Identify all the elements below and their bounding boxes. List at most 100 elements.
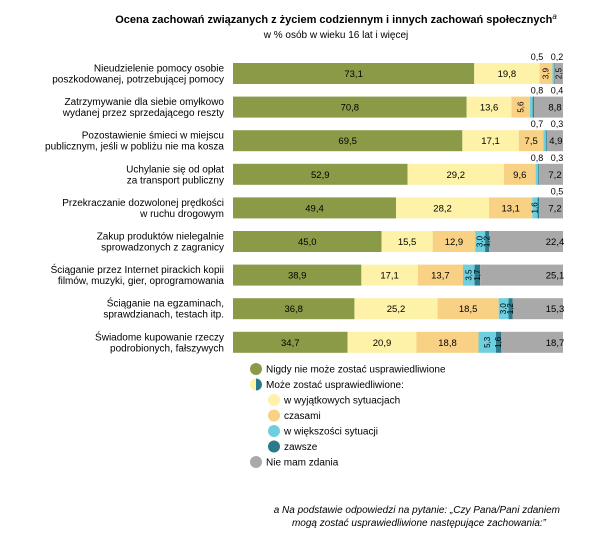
category-label: Ściąganie na egzaminach, sprawdzianach, t… — [103, 297, 224, 321]
value-label: 36,8 — [284, 304, 303, 315]
value-label: 73,1 — [344, 69, 363, 80]
bar-segment — [233, 264, 362, 286]
footnote: a Na podstawie odpowiedzi na pytanie: „C… — [274, 505, 560, 529]
bar-segment — [554, 63, 555, 84]
value-label: 3,5 — [464, 269, 473, 281]
legend-icon — [268, 409, 280, 422]
bar-segment — [466, 96, 512, 118]
value-label: 25,2 — [387, 304, 406, 315]
value-label: 22,4 — [546, 237, 565, 248]
bar-segment — [498, 298, 509, 320]
category-label-line: w ruchu drogowym — [139, 209, 224, 220]
value-label: 7,2 — [548, 203, 561, 214]
value-label: 8,8 — [548, 103, 561, 114]
value-label: 29,2 — [447, 170, 466, 181]
bar-segment — [546, 130, 563, 152]
legend-icon-left — [250, 378, 256, 391]
value-label: 7,5 — [525, 136, 538, 147]
value-label: 25,1 — [546, 271, 565, 282]
value-label: 18,8 — [438, 338, 457, 349]
bar-segment — [407, 163, 504, 185]
value-label: 1,6 — [494, 336, 503, 348]
bar-segment — [233, 298, 355, 320]
value-label: 9,6 — [513, 170, 526, 181]
bar-segment — [489, 231, 563, 252]
value-label: 13,7 — [431, 271, 450, 282]
bar-segment — [417, 264, 464, 286]
category-label-line: sprowadzonych z zagranicy — [101, 243, 224, 254]
value-label: 0,3 — [551, 119, 564, 129]
value-label: 17,1 — [380, 271, 399, 282]
category-label-line: poszkodowanej, potrzebującej pomocy — [52, 75, 224, 86]
footnote-text: Na podstawie odpowiedzi na pytanie: „Czy… — [282, 505, 560, 516]
bar-segment — [539, 63, 553, 84]
bar-segment — [416, 331, 479, 353]
category-label: Zakup produktów nielegalnie sprowadzonych… — [97, 232, 225, 254]
legend-label: czasami — [284, 411, 321, 422]
category-label: Zatrzymywanie dla siebie omyłkowo wydanej… — [62, 97, 225, 119]
value-label: 52,9 — [311, 170, 330, 181]
bar-segment — [538, 163, 540, 185]
value-label: 69,5 — [338, 136, 357, 147]
value-label: 1,2 — [506, 303, 515, 315]
value-label: 4,9 — [549, 136, 562, 147]
bar-segment — [480, 264, 563, 286]
value-label: 12,9 — [445, 237, 464, 248]
value-label: 18,5 — [459, 304, 478, 315]
bars-layer — [233, 63, 563, 353]
bar-segment — [537, 197, 540, 219]
value-label: 7,2 — [548, 170, 561, 181]
footnote-line: mogą zostać usprawiedliwione następujące… — [292, 518, 547, 529]
bar-segment — [462, 130, 519, 152]
value-label: 45,0 — [298, 237, 317, 248]
legend-label: w wyjątkowych sytuacjach — [283, 396, 400, 407]
value-label: 3,0 — [476, 235, 485, 247]
legend-icon — [268, 425, 280, 437]
bar-segment — [396, 197, 490, 219]
bar-segment — [532, 96, 534, 118]
bar-segment — [512, 298, 563, 320]
bar-segment — [485, 231, 490, 252]
value-label: 0,5 — [551, 186, 564, 196]
bar-segment — [530, 96, 533, 118]
category-label-line: Uchylanie się od opłat — [126, 164, 224, 175]
bar-segment — [539, 163, 563, 185]
footnote-marker: a — [274, 505, 280, 516]
legend-label: Nigdy nie może zostać usprawiedliwione — [266, 365, 446, 376]
category-label-line: filmów, muzyki, gier, oprogramowania — [58, 276, 225, 287]
value-label: 34,7 — [281, 338, 300, 349]
category-label: Nieudzielenie pomocy osobie poszkodowanej… — [52, 64, 224, 86]
category-label-line: Ściąganie przez Internet pirackich kopii — [51, 263, 224, 276]
legend-label: w większości sytuacji — [283, 427, 378, 438]
value-label: 17,1 — [481, 136, 500, 147]
bar-segment — [503, 163, 536, 185]
value-label: 5,3 — [483, 336, 492, 348]
value-label: 15,3 — [546, 304, 565, 315]
bar-segment — [539, 197, 563, 219]
bar-segment — [543, 130, 546, 152]
bar-segment — [354, 298, 438, 320]
bar-segment — [361, 264, 418, 286]
value-label: 18,7 — [546, 338, 565, 349]
bar-segment — [533, 96, 563, 118]
value-label: 1,6 — [530, 202, 539, 214]
legend: Nigdy nie może zostać usprawiedliwione Mo… — [250, 363, 446, 469]
value-label: 0,3 — [551, 153, 564, 163]
value-label: 49,4 — [305, 203, 324, 214]
bar-segment — [511, 96, 530, 118]
value-label: 0,2 — [551, 52, 564, 62]
category-label-line: Świadome kupowanie rzeczy — [95, 330, 224, 343]
value-label: 19,8 — [498, 69, 517, 80]
legend-icon-right — [256, 378, 262, 391]
category-label-line: za transport publiczny — [127, 175, 224, 186]
category-labels: Nieudzielenie pomocy osobie poszkodowanej… — [45, 52, 564, 354]
legend-icon — [268, 440, 280, 453]
value-label: 0,7 — [531, 119, 544, 129]
category-label-line: Zakup produktów nielegalnie — [97, 232, 225, 243]
category-label: Ściąganie przez Internet pirackich kopii… — [51, 263, 225, 287]
category-label: Pozostawienie śmieci w miejscu publicznym… — [45, 131, 224, 153]
value-label: 15,5 — [398, 237, 417, 248]
value-label: 70,8 — [341, 103, 360, 114]
bar-segment — [347, 331, 417, 353]
